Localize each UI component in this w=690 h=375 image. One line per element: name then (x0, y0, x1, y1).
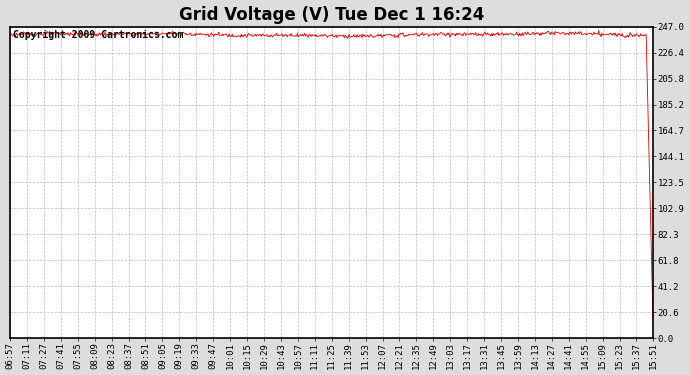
Text: Copyright 2009 Cartronics.com: Copyright 2009 Cartronics.com (13, 30, 184, 40)
Title: Grid Voltage (V) Tue Dec 1 16:24: Grid Voltage (V) Tue Dec 1 16:24 (179, 6, 484, 24)
